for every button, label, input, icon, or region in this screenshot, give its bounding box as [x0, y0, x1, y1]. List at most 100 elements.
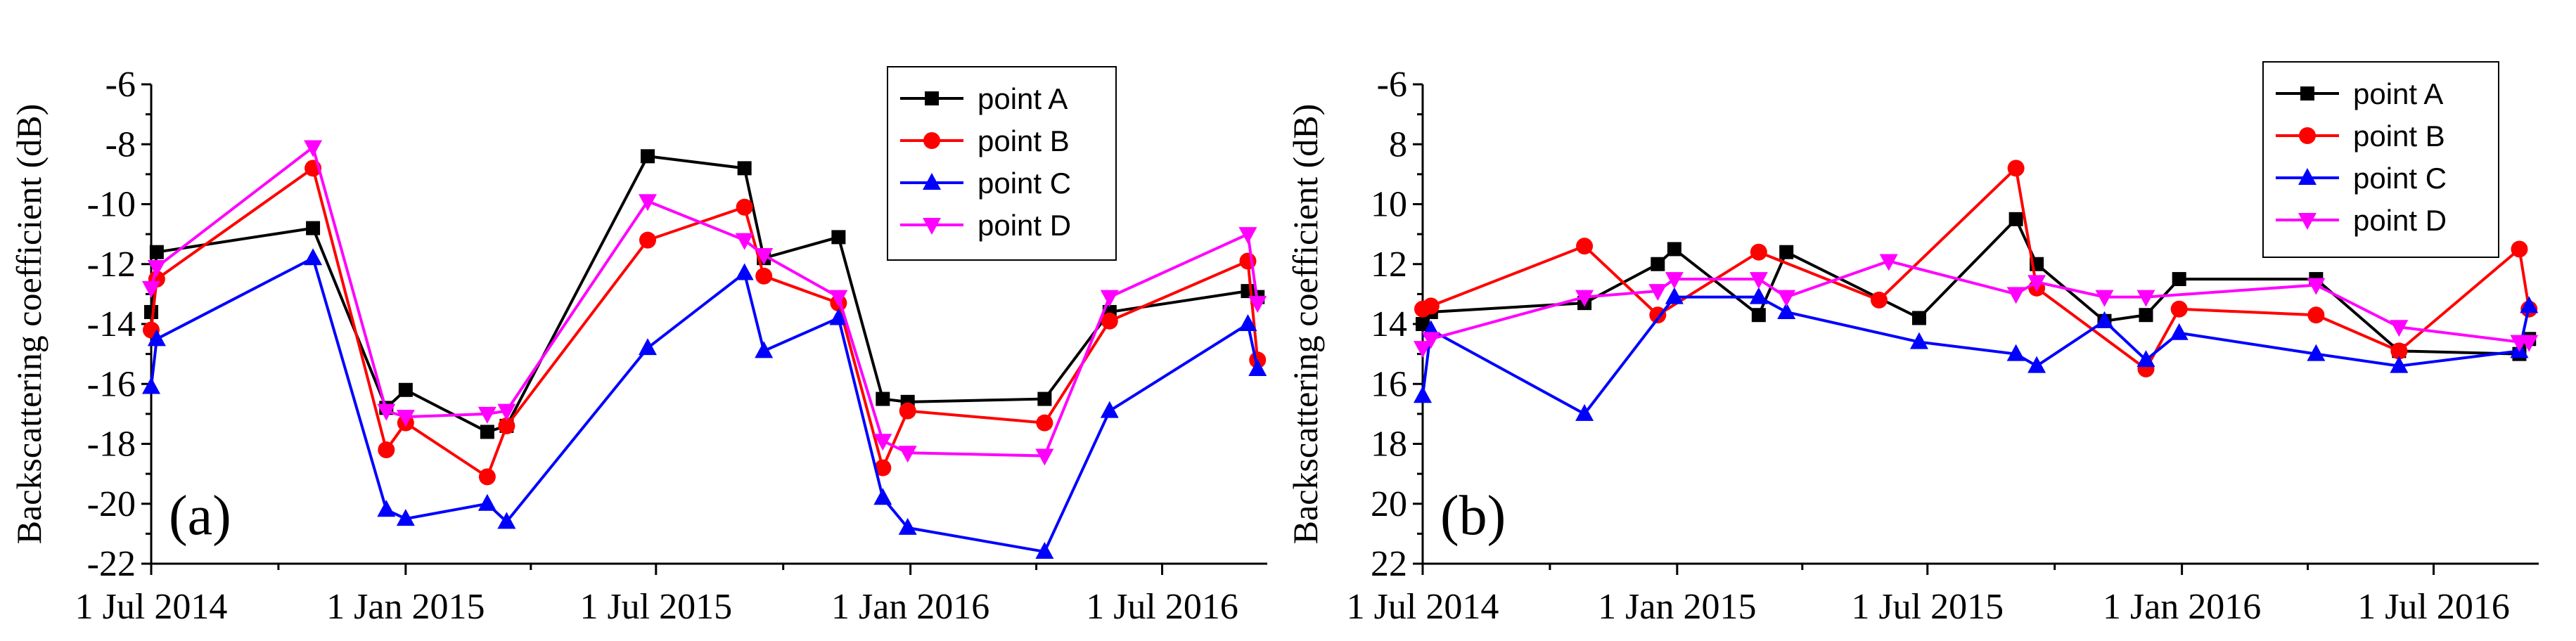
data-point	[378, 441, 395, 459]
legend-frame	[2262, 61, 2499, 258]
data-point	[2006, 344, 2025, 361]
y-tick-label: -6	[105, 65, 136, 105]
x-tick-label: 1 Jul 2015	[1851, 587, 2004, 627]
data-point	[876, 391, 890, 406]
data-point	[149, 245, 164, 259]
data-point	[873, 434, 892, 451]
data-point	[1749, 272, 1768, 290]
legend-label: point A	[2353, 77, 2443, 110]
legend-label: point C	[2353, 162, 2447, 195]
y-tick-label: 12	[1371, 245, 1407, 285]
data-point	[638, 338, 657, 356]
data-point	[873, 488, 892, 505]
data-point	[829, 290, 848, 307]
legend: point A point B point C point D	[887, 66, 1117, 261]
data-point	[142, 280, 160, 298]
series-point-d	[142, 140, 1267, 466]
data-point	[1248, 296, 1267, 313]
data-point	[1238, 227, 1257, 245]
y-tick-label: -18	[87, 425, 136, 465]
data-point	[1238, 314, 1257, 331]
legend-label: point D	[2353, 204, 2447, 237]
series-point-c	[142, 248, 1267, 559]
data-point	[737, 161, 752, 176]
y-tick-label: -10	[87, 185, 136, 225]
legend-marker	[2298, 213, 2317, 230]
y-tick-label: -22	[87, 544, 136, 584]
data-point	[1414, 341, 1432, 358]
y-tick-label: -20	[87, 484, 136, 524]
data-point	[396, 509, 415, 526]
legend-marker	[923, 173, 941, 190]
data-point	[1651, 257, 1665, 271]
data-point	[1667, 242, 1681, 257]
panel-label: (a)	[169, 485, 231, 547]
data-point	[478, 406, 496, 424]
legend-marker	[923, 132, 940, 149]
legend-marker	[2300, 86, 2314, 101]
data-point	[898, 446, 917, 463]
legend-item: point B	[2276, 119, 2445, 153]
data-point	[755, 341, 774, 358]
data-point	[1575, 290, 1594, 307]
data-point	[2136, 350, 2155, 368]
series-line	[1421, 259, 2530, 349]
data-point	[1779, 245, 1794, 259]
data-point	[1416, 317, 1430, 331]
data-point	[2008, 212, 2023, 226]
series-line	[150, 166, 1260, 479]
y-tick-label: -16	[87, 364, 136, 404]
data-point	[304, 248, 323, 266]
data-point	[1101, 312, 1118, 330]
data-point	[2511, 240, 2528, 258]
data-point	[478, 468, 496, 486]
legend-item: point C	[2276, 162, 2447, 195]
data-point	[1665, 287, 1684, 304]
y-tick-label: 20	[1371, 484, 1407, 524]
data-point	[1751, 308, 1766, 323]
y-axis-title: Backscattering coefficient (dB)	[9, 104, 49, 545]
legend-item: point C	[900, 167, 1071, 200]
data-point	[735, 263, 754, 280]
data-point	[2027, 275, 2046, 292]
data-point	[1035, 541, 1054, 559]
data-point	[396, 410, 415, 427]
data-point	[1035, 448, 1054, 466]
legend-label: point B	[978, 124, 1070, 157]
data-point	[1750, 243, 1767, 261]
data-point	[398, 382, 413, 397]
data-point	[497, 512, 516, 529]
data-point	[147, 260, 166, 278]
data-point	[2307, 278, 2326, 295]
data-point	[498, 417, 515, 434]
legend: point A point B point C point D	[2262, 61, 2499, 258]
y-axis-title: Backscattering coefficient (dB)	[1286, 104, 1325, 545]
legend-marker	[2298, 168, 2317, 185]
legend-item: point A	[2276, 77, 2443, 110]
series-line	[1421, 295, 2531, 416]
data-point	[2307, 306, 2325, 324]
data-point	[1576, 238, 1594, 255]
data-point	[2095, 290, 2114, 307]
data-point	[1649, 306, 1667, 324]
series-point-a	[144, 149, 1265, 439]
data-point	[1909, 332, 1928, 349]
x-tick-label: 1 Jul 2014	[75, 587, 228, 627]
data-point	[2006, 287, 2025, 304]
data-point	[638, 194, 657, 212]
data-point	[1422, 297, 1440, 315]
data-point	[1248, 358, 1267, 376]
legend-label: point C	[978, 167, 1071, 200]
data-point	[142, 377, 160, 394]
series-point-d	[1414, 254, 2539, 358]
x-tick-label: 1 Jul 2016	[1086, 587, 1238, 627]
data-point	[2390, 342, 2408, 360]
y-tick-label: 22	[1371, 544, 1407, 584]
legend-label: point B	[2353, 119, 2445, 153]
data-point	[1777, 290, 1796, 307]
data-point	[1100, 401, 1119, 418]
series-line	[1422, 165, 2531, 371]
y-tick-label: 8	[1389, 124, 1407, 164]
x-tick-label: 1 Jul 2015	[579, 587, 732, 627]
data-point	[304, 140, 323, 157]
